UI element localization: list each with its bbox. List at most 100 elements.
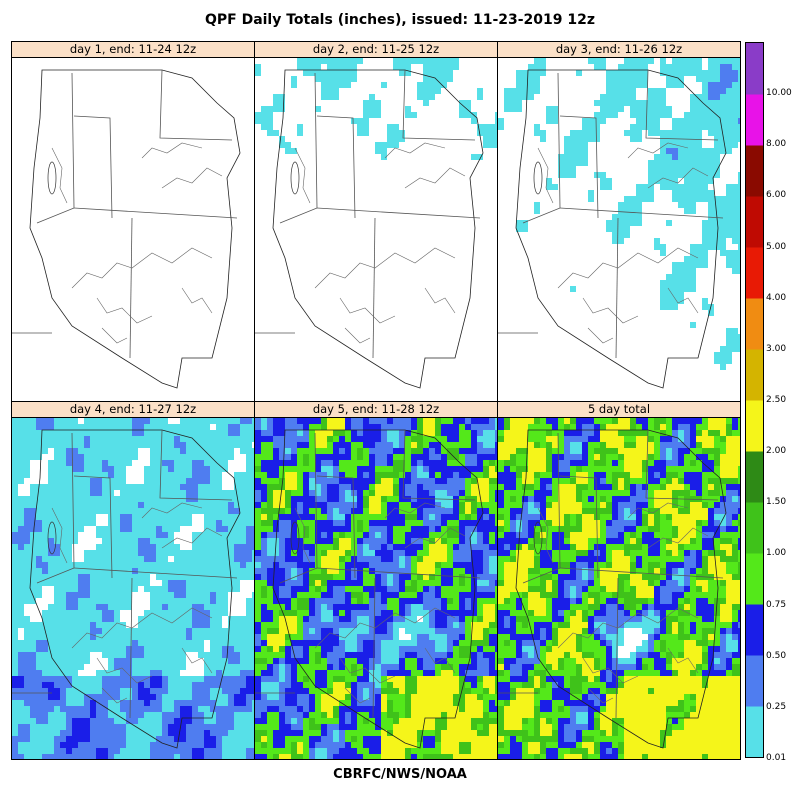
river-line (71, 607, 213, 649)
colorbar-swatch-0.50 (746, 604, 763, 656)
state-border (402, 69, 476, 141)
precip-field (255, 418, 497, 759)
river-line (587, 687, 614, 704)
river-line (71, 247, 213, 289)
state-border (73, 567, 238, 579)
river-line (627, 142, 689, 159)
river-line (404, 167, 466, 189)
state-border (372, 217, 376, 359)
state-border (615, 217, 619, 359)
basin-boundary (29, 429, 241, 749)
colorbar-label-6.00: 6.00 (766, 190, 787, 201)
state-border (402, 429, 476, 501)
colorbar-label-0.50: 0.50 (766, 650, 787, 661)
river-line (627, 502, 689, 519)
qpf-map-day-1 (12, 58, 254, 401)
river-line (181, 287, 213, 314)
state-border (129, 217, 133, 359)
state-border (615, 577, 619, 719)
river-line (582, 657, 639, 684)
river-line (424, 287, 456, 314)
panel-day-4: day 4, end: 11-27 12z (11, 401, 255, 760)
state-border (129, 577, 133, 719)
colorbar-label-1.50: 1.50 (766, 497, 787, 508)
state-border (372, 577, 376, 719)
state-border (316, 567, 481, 579)
lake-outline (47, 521, 57, 555)
map-canvas (12, 69, 241, 389)
colorbar-label-2.50: 2.50 (766, 395, 787, 405)
river-line (141, 502, 203, 519)
colorbar-swatch-0.01 (746, 706, 763, 757)
colorbar-labels: 0.01 0.25 0.50 0.75 1.00 1.50 2.00 2.50 3.00 4.00… (766, 0, 800, 800)
lake-outline (290, 161, 300, 195)
river-line (141, 142, 203, 159)
state-border (645, 429, 719, 501)
basin-boundary (515, 69, 727, 389)
river-line (404, 527, 466, 549)
precip-field (498, 418, 740, 759)
colorbar-label-5.00: 5.00 (766, 241, 787, 252)
colorbar-label-2.00: 2.00 (766, 446, 787, 457)
state-border (36, 72, 75, 224)
river-line (181, 647, 213, 674)
river-line (161, 167, 223, 189)
colorbar-swatch-0.75 (746, 553, 763, 605)
panel-day-5: day 5, end: 11-28 12z (254, 401, 498, 760)
panel-day-1: day 1, end: 11-24 12z (11, 41, 255, 402)
map-canvas (498, 418, 740, 759)
lake-outline (290, 521, 300, 555)
state-border (559, 115, 599, 219)
river-line (51, 507, 68, 564)
river-line (344, 327, 371, 344)
river-line (339, 297, 396, 324)
map-canvas (12, 418, 254, 759)
river-line (647, 527, 709, 549)
colorbar-swatch-3.00 (746, 298, 763, 350)
qpf-map-5-day-total (498, 418, 740, 759)
precip-colorbar (745, 42, 764, 758)
qpf-map-day-2 (255, 58, 497, 401)
colorbar-swatch-2.50 (746, 349, 763, 401)
lake-outline (533, 521, 543, 555)
river-line (294, 507, 311, 564)
footer-credit: CBRFC/NWS/NOAA (333, 767, 467, 782)
river-line (557, 247, 699, 289)
state-border (316, 475, 356, 579)
qpf-map-day-4 (12, 418, 254, 759)
river-line (314, 247, 456, 289)
river-line (101, 327, 128, 344)
panel-5-day-total: 5 day total (497, 401, 741, 760)
qpf-map-day-5 (255, 418, 497, 759)
river-line (384, 142, 446, 159)
lake-outline (533, 161, 543, 195)
colorbar-swatch-6.00 (746, 145, 763, 197)
panel-day-2: day 2, end: 11-25 12z (254, 41, 498, 402)
state-border (159, 69, 233, 141)
river-line (424, 647, 456, 674)
state-border (559, 475, 599, 579)
map-canvas (255, 418, 497, 759)
map-canvas (498, 58, 740, 389)
state-border (559, 567, 724, 579)
map-canvas (255, 58, 497, 389)
colorbar-label-8.00: 8.00 (766, 139, 787, 150)
colorbar-label-3.00: 3.00 (766, 343, 787, 354)
river-line (294, 147, 311, 204)
river-line (647, 167, 709, 189)
state-border (316, 207, 481, 219)
river-line (51, 147, 68, 204)
river-line (96, 657, 153, 684)
colorbar-swatch-0.25 (746, 655, 763, 707)
colorbar-swatches (746, 43, 763, 757)
panel-header-day-5: day 5, end: 11-28 12z (255, 402, 497, 418)
river-line (667, 647, 699, 674)
state-border (316, 115, 356, 219)
river-line (557, 607, 699, 649)
river-line (384, 502, 446, 519)
colorbar-swatch-8.00 (746, 94, 763, 146)
river-line (537, 507, 554, 564)
river-line (537, 147, 554, 204)
map-title: QPF Daily Totals (inches), issued: 11-23… (204, 12, 596, 28)
colorbar-label-4.00: 4.00 (766, 292, 787, 303)
